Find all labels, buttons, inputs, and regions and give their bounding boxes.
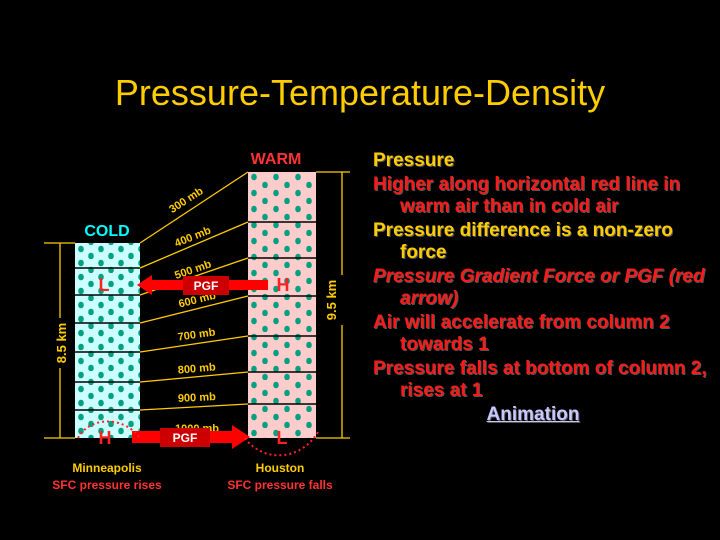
level-label-800: 800 mb [177, 361, 216, 376]
lower-right-pressure: L [277, 428, 288, 448]
level-label-300: 300 mb [167, 185, 206, 216]
level-label-900: 900 mb [178, 391, 217, 405]
bullet-list: Pressure Higher along horizontal red lin… [373, 150, 713, 428]
lower-pgf-label: PGF [173, 431, 198, 445]
bullet-pressure-difference: Pressure difference is a non-zero force [373, 220, 673, 263]
left-caption: SFC pressure rises [52, 478, 162, 492]
left-city: Minneapolis [72, 461, 142, 475]
slide-title: Pressure-Temperature-Density [114, 72, 606, 113]
warm-surface-dots [244, 431, 319, 457]
column-dividers [75, 221, 316, 411]
lower-left-pressure: H [99, 428, 112, 448]
upper-right-pressure: H [277, 275, 290, 295]
cold-surface-dots [77, 420, 141, 439]
level-label-700: 700 mb [177, 326, 216, 343]
upper-pgf-label: PGF [194, 279, 219, 293]
warm-height-label: 9.5 km [324, 280, 339, 320]
bullet-higher-along-line: Higher along horizontal red line in warm… [373, 174, 681, 217]
cold-label: COLD [84, 223, 129, 240]
warm-label: WARM [251, 151, 302, 168]
bullet-air-accelerate: Air will accelerate from column 2 toward… [373, 312, 670, 355]
bullet-pgf: Pressure Gradient Force or PGF (red arro… [373, 266, 705, 309]
bullet-pressure: Pressure [373, 150, 455, 171]
cold-height-label: 8.5 km [54, 323, 69, 363]
upper-left-pressure: L [99, 275, 110, 295]
bullet-pressure-falls: Pressure falls at bottom of column 2, ri… [373, 358, 707, 401]
animation-link[interactable]: Animation [486, 404, 580, 425]
right-caption: SFC pressure falls [227, 478, 333, 492]
right-city: Houston [256, 461, 305, 475]
